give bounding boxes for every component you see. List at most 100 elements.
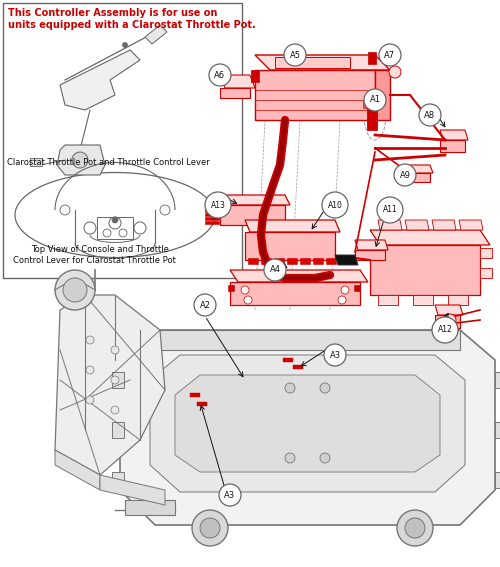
- Bar: [125, 500, 175, 515]
- Polygon shape: [405, 173, 430, 182]
- Bar: [363, 100, 368, 108]
- Circle shape: [219, 484, 241, 506]
- Polygon shape: [335, 255, 358, 265]
- Polygon shape: [405, 220, 429, 230]
- Polygon shape: [355, 240, 388, 250]
- Circle shape: [160, 205, 170, 215]
- Polygon shape: [287, 258, 297, 264]
- Bar: [495, 422, 500, 438]
- Polygon shape: [205, 205, 219, 208]
- Polygon shape: [378, 295, 398, 305]
- Circle shape: [205, 192, 231, 218]
- Circle shape: [86, 366, 94, 374]
- Bar: [3, 3, 242, 278]
- Circle shape: [194, 294, 216, 316]
- Polygon shape: [370, 245, 480, 295]
- Polygon shape: [370, 230, 490, 245]
- Polygon shape: [205, 213, 219, 216]
- Polygon shape: [205, 221, 219, 224]
- Polygon shape: [57, 145, 105, 175]
- Text: A3: A3: [330, 350, 340, 359]
- Text: A1: A1: [370, 95, 380, 104]
- Circle shape: [244, 296, 252, 304]
- Circle shape: [55, 270, 95, 310]
- Bar: [112, 422, 124, 438]
- Circle shape: [72, 152, 88, 168]
- Polygon shape: [230, 282, 360, 305]
- Circle shape: [63, 278, 87, 302]
- Polygon shape: [459, 220, 483, 230]
- Polygon shape: [220, 195, 290, 205]
- Circle shape: [109, 217, 121, 229]
- Circle shape: [377, 197, 403, 223]
- Polygon shape: [190, 393, 200, 397]
- Bar: [368, 52, 376, 64]
- Polygon shape: [300, 258, 310, 264]
- Text: Clarostat Throttle Pot and Throttle Control Lever: Clarostat Throttle Pot and Throttle Cont…: [7, 158, 210, 167]
- Polygon shape: [220, 75, 255, 88]
- Polygon shape: [245, 220, 340, 232]
- Text: A5: A5: [290, 50, 300, 60]
- Polygon shape: [261, 258, 271, 264]
- Polygon shape: [378, 220, 402, 230]
- Circle shape: [338, 296, 346, 304]
- Circle shape: [60, 205, 70, 215]
- Polygon shape: [230, 270, 368, 282]
- Circle shape: [111, 376, 119, 384]
- Circle shape: [112, 217, 118, 223]
- Polygon shape: [440, 140, 465, 152]
- Bar: [112, 472, 124, 488]
- Polygon shape: [274, 258, 284, 264]
- Circle shape: [394, 164, 416, 186]
- Bar: [495, 472, 500, 488]
- Circle shape: [111, 406, 119, 414]
- Circle shape: [134, 222, 146, 234]
- Circle shape: [86, 336, 94, 344]
- Text: A2: A2: [200, 301, 210, 310]
- Polygon shape: [448, 295, 468, 305]
- Polygon shape: [55, 295, 165, 475]
- Polygon shape: [293, 365, 303, 369]
- Polygon shape: [245, 232, 335, 260]
- Polygon shape: [435, 315, 460, 328]
- Polygon shape: [283, 358, 293, 362]
- Circle shape: [444, 314, 456, 326]
- Circle shape: [209, 64, 231, 86]
- Bar: [228, 285, 234, 291]
- Text: A3: A3: [224, 490, 235, 500]
- Polygon shape: [326, 258, 336, 264]
- Bar: [480, 268, 492, 278]
- Circle shape: [284, 44, 306, 66]
- Polygon shape: [205, 209, 219, 212]
- Circle shape: [285, 453, 295, 463]
- Bar: [480, 248, 492, 258]
- Circle shape: [320, 383, 330, 393]
- Text: A10: A10: [328, 201, 342, 209]
- Circle shape: [119, 229, 127, 237]
- Text: A11: A11: [382, 205, 398, 214]
- Polygon shape: [205, 217, 219, 220]
- Bar: [251, 70, 259, 82]
- Circle shape: [192, 510, 228, 546]
- Polygon shape: [145, 25, 167, 44]
- Bar: [30, 158, 42, 166]
- Bar: [495, 372, 500, 388]
- Polygon shape: [248, 258, 258, 264]
- Text: Top View of Console and Throttle: Top View of Console and Throttle: [31, 245, 169, 254]
- Polygon shape: [355, 250, 385, 260]
- Circle shape: [364, 89, 386, 111]
- Polygon shape: [440, 130, 468, 140]
- Circle shape: [322, 192, 348, 218]
- Text: A7: A7: [384, 50, 396, 60]
- Polygon shape: [275, 57, 350, 68]
- Circle shape: [103, 229, 111, 237]
- Polygon shape: [220, 88, 250, 98]
- Bar: [97, 217, 133, 239]
- Polygon shape: [375, 70, 390, 120]
- Text: Control Lever for Clarostat Throttle Pot: Control Lever for Clarostat Throttle Pot: [13, 256, 176, 265]
- Polygon shape: [435, 305, 463, 315]
- Ellipse shape: [15, 172, 215, 257]
- Circle shape: [111, 346, 119, 354]
- Polygon shape: [100, 475, 165, 505]
- Circle shape: [379, 44, 401, 66]
